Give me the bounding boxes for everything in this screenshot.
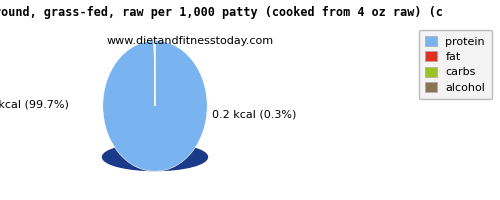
Text: www.dietandfitnesstoday.com: www.dietandfitnesstoday.com (106, 36, 274, 46)
Legend: protein, fat, carbs, alcohol: protein, fat, carbs, alcohol (418, 30, 492, 99)
Wedge shape (154, 41, 155, 106)
Wedge shape (154, 41, 155, 106)
Text: 68.8 kcal (99.7%): 68.8 kcal (99.7%) (0, 100, 69, 110)
Wedge shape (103, 41, 207, 171)
Text: 0.2 kcal (0.3%): 0.2 kcal (0.3%) (212, 110, 296, 120)
Text: Bison, ground, grass-fed, raw per 1,000 patty (cooked from 4 oz raw) (c: Bison, ground, grass-fed, raw per 1,000 … (0, 6, 443, 19)
Ellipse shape (102, 144, 208, 171)
